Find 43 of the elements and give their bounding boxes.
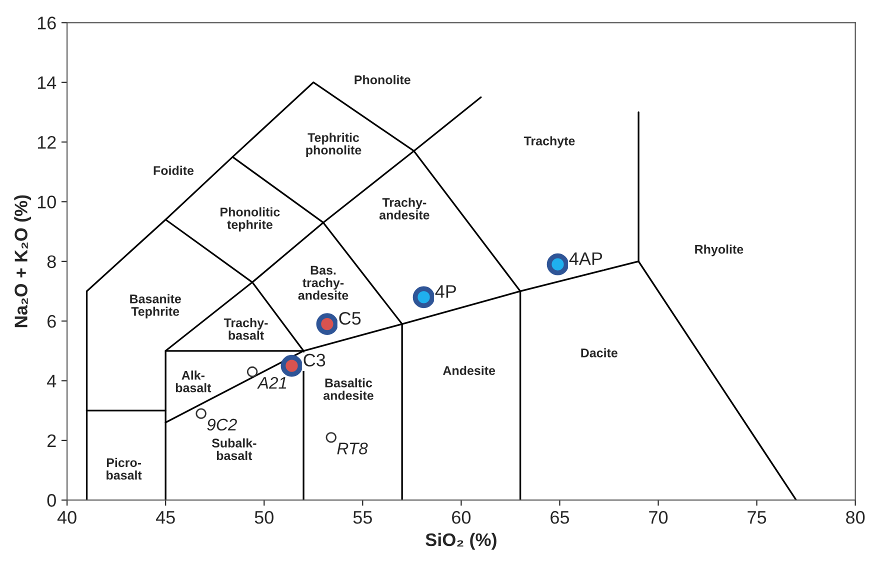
annotation: Phonolitic tephrite [220,207,280,232]
y-tick-label: 12 [38,136,56,149]
annotation: 9C2 [207,418,237,431]
annotation: C5 [339,312,361,325]
annotation: Dacite [581,348,618,358]
annotation: Phonolite [354,75,410,84]
y-tick-label: 14 [38,76,56,89]
annotation: 4P [435,285,456,298]
annotation: Trachy- andesite [379,198,430,220]
y-tick-label: 10 [38,196,56,208]
annotation: Rhyolite [695,244,744,256]
x-tick-label: 45 [156,511,175,524]
x-axis-title: SiO₂ (%) [426,532,496,550]
x-tick-label: 60 [452,510,471,524]
annotation: Trachy- basalt [224,318,268,340]
x-tick-label: 50 [254,510,274,524]
annotation: C3 [304,354,326,366]
annotation: RT8 [337,442,368,454]
annotation: Alk- basalt [176,370,212,392]
x-tick-label: 55 [353,511,372,524]
y-tick-label: 2 [48,434,56,447]
y-tick-label: 16 [38,16,56,30]
y-tick-label: 0 [47,494,56,507]
x-tick-label: 65 [550,510,570,524]
x-tick-label: 70 [649,510,668,524]
annotation: Bas. trachy- andesite [298,266,348,300]
annotation: Andesite [442,366,496,376]
annotation: Subalk- basalt [212,438,256,460]
y-axis-title: Na₂O + K₂O (%) [14,195,32,328]
annotation: Picro- basalt [106,458,142,480]
annotation: Trachyte [524,136,575,148]
annotation: Foidite [154,166,194,175]
annotation: Tephritic phonolite [306,132,362,158]
x-tick-label: 80 [846,510,865,524]
annotation: Basanite Tephrite [130,294,181,318]
annotation: A21 [257,376,286,389]
x-tick-label: 75 [748,511,766,524]
x-tick-label: 40 [57,510,76,524]
annotation: Basaltic andesite [323,378,374,400]
y-tick-label: 4 [47,374,56,388]
y-tick-label: 6 [48,315,56,328]
annotation: 4AP [569,252,602,265]
y-tick-label: 8 [47,255,56,268]
